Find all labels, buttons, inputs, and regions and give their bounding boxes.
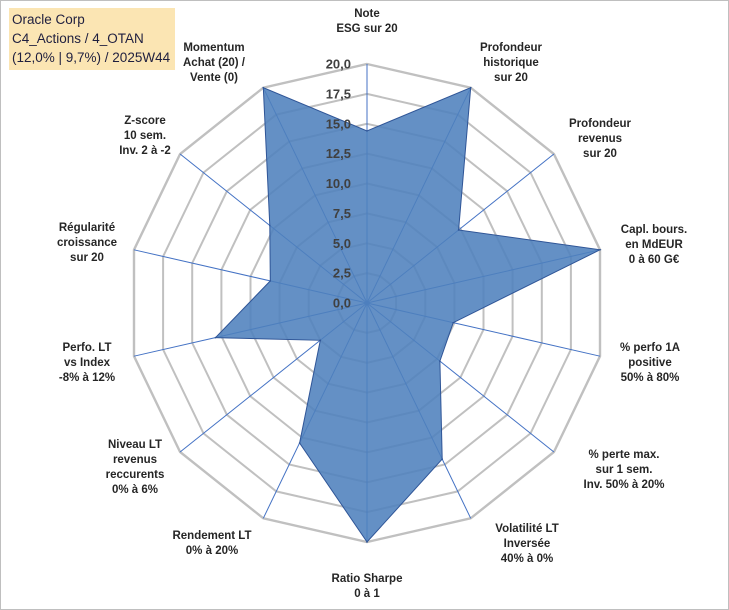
- data-point: [214, 336, 217, 339]
- axis-label-line: Profondeur: [480, 42, 542, 54]
- chart-title-box: Oracle Corp C4_Actions / 4_OTAN (12,0% |…: [9, 8, 175, 70]
- axis-label: Z-score 10 sem. Inv. 2 à -2: [119, 115, 171, 157]
- axis-label-line: Z-score: [124, 115, 166, 127]
- tick-label: 15,0: [326, 116, 351, 131]
- axis-label-line: Inv. 50% à 20%: [584, 479, 665, 491]
- data-point: [599, 249, 601, 251]
- tick-label: 10,0: [326, 176, 351, 191]
- tick-label: 12,5: [326, 146, 351, 161]
- axis-label-line: sur 1 sem.: [596, 464, 653, 476]
- axis-label-line: reccurents: [106, 469, 165, 481]
- axis-label-line: 0 à 1: [354, 588, 380, 600]
- axis-label-line: 0% à 6%: [112, 484, 158, 496]
- axis-label-line: sur 20: [70, 252, 104, 264]
- axis-label-line: Momentum: [183, 42, 244, 54]
- axis-label-line: 0% à 20%: [186, 545, 238, 557]
- axis-label-line: Rendement LT: [172, 530, 251, 542]
- axis-label-line: Achat (20) /: [183, 57, 246, 69]
- tick-label: 5,0: [333, 236, 351, 251]
- axis-label-line: revenus: [578, 133, 622, 145]
- axis-label-line: revenus: [113, 454, 157, 466]
- axis-label-line: positive: [628, 357, 671, 369]
- axis-label-line: sur 20: [583, 148, 617, 160]
- radar-axis-labels: Note ESG sur 20 Profondeur historique sur 20…: [57, 8, 687, 600]
- data-point: [469, 86, 472, 89]
- axis-label-line: Profondeur: [569, 118, 631, 130]
- data-point: [269, 280, 272, 282]
- data-point: [452, 321, 455, 324]
- tick-label: 0,0: [333, 296, 351, 311]
- tick-label: 7,5: [333, 206, 351, 221]
- axis-label: Note ESG sur 20: [336, 8, 397, 35]
- axis-label-line: 50% à 80%: [621, 372, 680, 384]
- data-point: [366, 541, 368, 543]
- axis-label: % perfo 1A positive 50% à 80%: [620, 342, 680, 384]
- axis-label-line: Ratio Sharpe: [332, 573, 403, 585]
- data-point: [319, 339, 322, 342]
- axis-label: Momentum Achat (20) / Vente (0): [183, 42, 246, 84]
- axis-label-line: sur 20: [494, 72, 528, 84]
- data-point: [441, 458, 444, 460]
- axis-label: Volatilité LT Inversée 40% à 0%: [495, 523, 558, 565]
- axis-label-line: -8% à 12%: [59, 372, 115, 384]
- axis-label-line: Volatilité LT: [495, 523, 558, 535]
- axis-label: Profondeur revenus sur 20: [569, 118, 631, 160]
- axis-label: % perte max. sur 1 sem. Inv. 50% à 20%: [584, 449, 665, 491]
- axis-label-line: Régularité: [59, 222, 115, 234]
- axis-label-line: Note: [354, 8, 380, 20]
- axis-label-line: en MdEUR: [625, 239, 683, 251]
- axis-label: Régularité croissance sur 20: [57, 222, 117, 264]
- axis-label-line: 40% à 0%: [501, 553, 553, 565]
- axis-label-line: Vente (0): [190, 72, 238, 84]
- tick-label: 2,5: [333, 266, 351, 281]
- data-point: [439, 360, 441, 362]
- axis-label-line: Inv. 2 à -2: [119, 145, 171, 157]
- tick-label: 20,0: [326, 57, 351, 72]
- radar-series: [214, 86, 602, 543]
- radar-tick-labels: 0,0 2,5 5,0 7,5 10,0 12,5 15,0 17,5 20,0: [326, 57, 351, 311]
- data-point: [298, 442, 301, 444]
- axis-label: Profondeur historique sur 20: [480, 42, 542, 84]
- axis-label: Capl. bours. en MdEUR 0 à 60 G€: [621, 224, 687, 266]
- chart-title-stats: (12,0% | 9,7%) / 2025W44: [12, 50, 171, 65]
- axis-label: Rendement LT 0% à 20%: [172, 530, 251, 557]
- axis-label: Ratio Sharpe 0 à 1: [332, 573, 403, 600]
- axis-label: Perfo. LT vs Index -8% à 12%: [59, 342, 115, 384]
- axis-label: Niveau LT revenus reccurents 0% à 6%: [106, 439, 165, 496]
- axis-label-line: historique: [483, 57, 539, 69]
- data-point: [366, 130, 368, 132]
- axis-label-line: 0 à 60 G€: [629, 254, 680, 266]
- axis-label-line: 10 sem.: [124, 130, 166, 142]
- axis-label-line: ESG sur 20: [336, 23, 397, 35]
- data-point: [269, 224, 271, 227]
- axis-label-line: Perfo. LT: [63, 342, 112, 354]
- data-point: [262, 86, 265, 89]
- axis-label-line: Inversée: [504, 538, 551, 550]
- chart-title-company: Oracle Corp: [12, 12, 85, 27]
- axis-label-line: vs Index: [64, 357, 111, 369]
- tick-label: 17,5: [326, 86, 351, 101]
- axis-label-line: Niveau LT: [108, 439, 162, 451]
- data-point: [457, 229, 460, 231]
- chart-title-portfolio: C4_Actions / 4_OTAN: [12, 31, 144, 46]
- axis-label-line: % perfo 1A: [620, 342, 680, 354]
- axis-label-line: % perte max.: [589, 449, 660, 461]
- axis-label-line: croissance: [57, 237, 117, 249]
- axis-label-line: Capl. bours.: [621, 224, 687, 236]
